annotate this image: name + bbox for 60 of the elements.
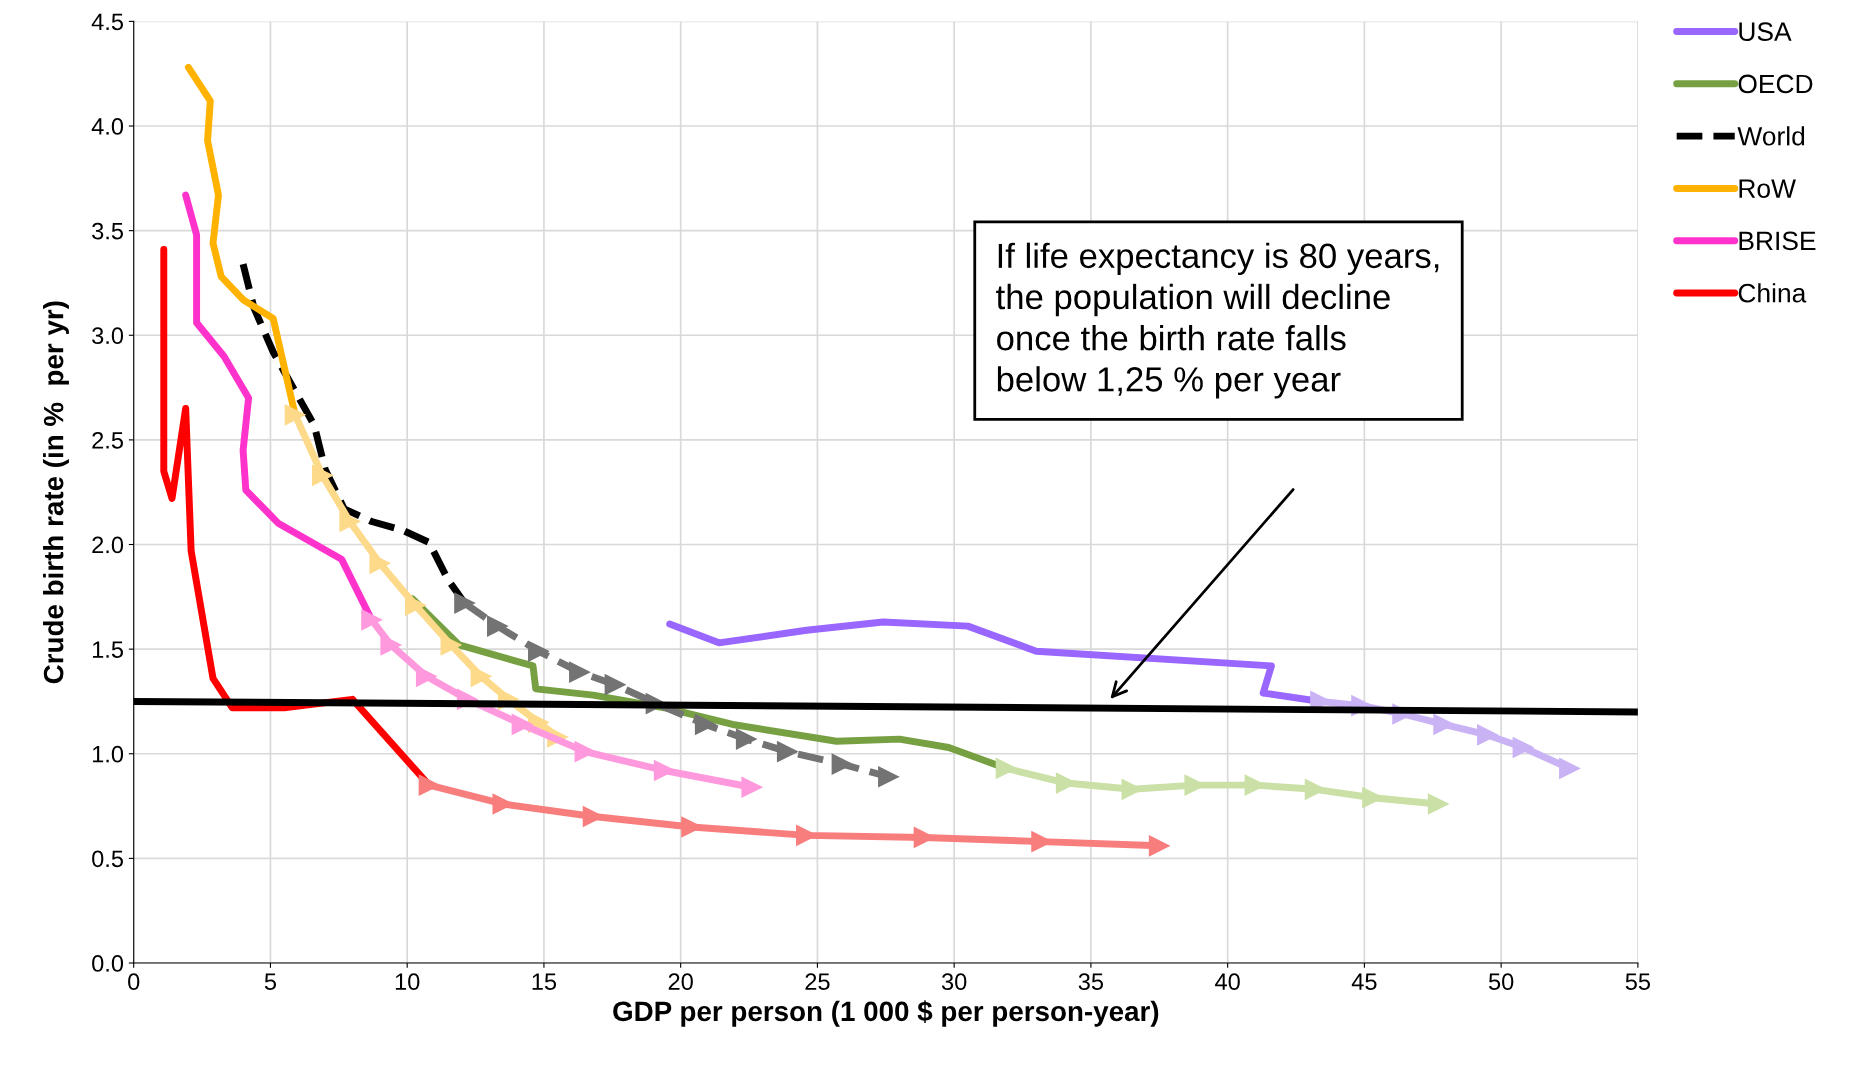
legend-label: BRISE	[1739, 231, 1816, 251]
x-tick-label: 0	[128, 973, 140, 991]
point	[831, 753, 853, 775]
legend-label: World	[1737, 126, 1805, 146]
x-tick-label: 40	[1215, 973, 1240, 991]
point	[995, 757, 1017, 779]
legend-label: USA	[1739, 22, 1792, 41]
point	[604, 674, 626, 696]
point	[487, 615, 508, 637]
point	[528, 640, 549, 662]
x-tick-label: 50	[1488, 973, 1514, 991]
x-tick-label: 10	[395, 973, 420, 991]
point	[694, 714, 716, 735]
y-tick-label: 4.0	[91, 118, 124, 135]
point	[569, 661, 590, 683]
x-tick-label: 55	[1625, 973, 1651, 991]
y-tick-label: 3.0	[92, 327, 124, 345]
y-tick-label: 1.5	[92, 641, 123, 658]
x-tick-label: 35	[1078, 973, 1104, 991]
annotation: If life expectancy is 80 years, the population will decline once the birth rate falls below 1,25 % per year	[996, 242, 1439, 399]
y-tick-label: 2.5	[92, 431, 123, 449]
point	[653, 760, 675, 781]
x-tick-label: 5	[264, 973, 277, 991]
point	[741, 776, 763, 798]
legend-label: China	[1738, 283, 1807, 303]
x-tick-label: 20	[668, 973, 693, 991]
point	[1427, 793, 1449, 815]
point	[311, 465, 333, 486]
x-tick-label: 25	[805, 973, 830, 991]
point	[1433, 714, 1455, 735]
point	[511, 714, 533, 735]
point	[776, 741, 798, 763]
point	[284, 404, 306, 426]
point	[415, 665, 437, 687]
y-axis-title: Crude birth rate (in % per yr)	[43, 301, 69, 684]
y-tick-label: 4.5	[91, 13, 123, 31]
legend-label: RoW	[1739, 179, 1796, 198]
point	[878, 766, 899, 788]
point	[380, 634, 402, 656]
y-tick-label: 3.5	[92, 222, 123, 240]
point	[454, 592, 476, 614]
x-tick-label: 30	[941, 973, 967, 991]
y-tick-label: 2.0	[92, 536, 124, 554]
x-axis-title: GDP per person (1 000 $ per person-year)	[613, 1000, 1159, 1027]
x-tick-label: 15	[532, 973, 557, 991]
point	[369, 552, 391, 574]
y-tick-label: 0.0	[92, 955, 124, 972]
point	[361, 609, 383, 631]
point	[735, 728, 757, 750]
point	[339, 511, 361, 532]
point	[1477, 724, 1498, 746]
point	[418, 774, 440, 796]
point	[1559, 757, 1580, 779]
y-tick-label: 1.0	[92, 745, 124, 763]
x-tick-label: 45	[1351, 973, 1377, 991]
legend-label: OECD	[1738, 74, 1813, 94]
point	[1512, 737, 1534, 758]
point	[574, 741, 596, 763]
y-tick-label: 0.5	[92, 850, 123, 868]
point	[1148, 835, 1170, 857]
